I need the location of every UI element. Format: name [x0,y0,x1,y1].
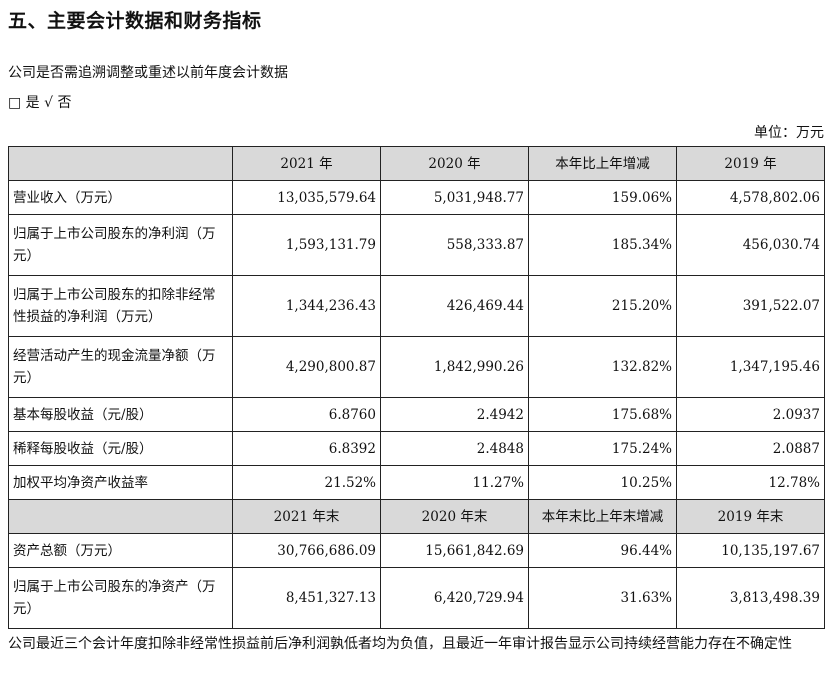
value-cell: 15,661,842.69 [380,533,529,568]
table-row: 营业收入（万元） 13,035,579.64 5,031,948.77 159.… [8,180,825,215]
value-cell: 10,135,197.67 [676,533,825,568]
value-cell: 132.82% [528,336,677,398]
table-row: 基本每股收益（元/股） 6.8760 2.4942 175.68% 2.0937 [8,397,825,432]
value-cell: 175.68% [528,397,677,432]
header-cell: 2020 年末 [380,499,529,534]
value-cell: 185.34% [528,214,677,276]
table-row: 归属于上市公司股东的扣除非经常性损益的净利润（万元） 1,344,236.43 … [8,275,825,337]
value-cell: 1,344,236.43 [232,275,381,337]
value-cell: 215.20% [528,275,677,337]
value-cell: 4,290,800.87 [232,336,381,398]
value-cell: 456,030.74 [676,214,825,276]
value-cell: 1,842,990.26 [380,336,529,398]
row-label: 经营活动产生的现金流量净额（万元） [8,336,233,398]
row-label: 基本每股收益（元/股） [8,397,233,432]
row-label: 营业收入（万元） [8,180,233,215]
value-cell: 3,813,498.39 [676,567,825,629]
value-cell: 12.78% [676,465,825,500]
value-cell: 4,578,802.06 [676,180,825,215]
value-cell: 558,333.87 [380,214,529,276]
value-cell: 10.25% [528,465,677,500]
row-label: 归属于上市公司股东的净利润（万元） [8,214,233,276]
header-cell: 本年比上年增减 [528,146,677,181]
value-cell: 5,031,948.77 [380,180,529,215]
restate-question: 公司是否需追溯调整或重述以前年度会计数据 [8,65,288,81]
table-header-row: 2021 年 2020 年 本年比上年增减 2019 年 [8,146,825,181]
value-cell: 2.0887 [676,431,825,466]
value-cell: 8,451,327.13 [232,567,381,629]
header-cell [8,499,233,534]
section-heading: 五、主要会计数据和财务指标 [8,10,262,32]
header-cell: 2019 年 [676,146,825,181]
header-cell: 2021 年 [232,146,381,181]
table-row: 经营活动产生的现金流量净额（万元） 4,290,800.87 1,842,990… [8,336,825,398]
row-label: 资产总额（万元） [8,533,233,568]
value-cell: 1,347,195.46 [676,336,825,398]
header-cell: 本年末比上年末增减 [528,499,677,534]
row-label: 归属于上市公司股东的净资产（万元） [8,567,233,629]
value-cell: 2.4848 [380,431,529,466]
table-row: 归属于上市公司股东的净资产（万元） 8,451,327.13 6,420,729… [8,567,825,629]
value-cell: 2.0937 [676,397,825,432]
row-label: 归属于上市公司股东的扣除非经常性损益的净利润（万元） [8,275,233,337]
financial-indicators-table: 2021 年 2020 年 本年比上年增减 2019 年 营业收入（万元） 13… [8,146,825,629]
restate-options: □ 是 √ 否 [8,95,72,111]
value-cell: 2.4942 [380,397,529,432]
value-cell: 175.24% [528,431,677,466]
value-cell: 159.06% [528,180,677,215]
unit-label: 单位：万元 [754,125,824,141]
header-cell [8,146,233,181]
table-row: 归属于上市公司股东的净利润（万元） 1,593,131.79 558,333.8… [8,214,825,276]
value-cell: 30,766,686.09 [232,533,381,568]
header-cell: 2020 年 [380,146,529,181]
row-label: 稀释每股收益（元/股） [8,431,233,466]
value-cell: 21.52% [232,465,381,500]
value-cell: 31.63% [528,567,677,629]
value-cell: 6,420,729.94 [380,567,529,629]
table-row: 资产总额（万元） 30,766,686.09 15,661,842.69 96.… [8,533,825,568]
table-row: 稀释每股收益（元/股） 6.8392 2.4848 175.24% 2.0887 [8,431,825,466]
value-cell: 11.27% [380,465,529,500]
value-cell: 426,469.44 [380,275,529,337]
table-header-row: 2021 年末 2020 年末 本年末比上年末增减 2019 年末 [8,499,825,534]
value-cell: 96.44% [528,533,677,568]
value-cell: 6.8392 [232,431,381,466]
value-cell: 391,522.07 [676,275,825,337]
header-cell: 2021 年末 [232,499,381,534]
table-row: 加权平均净资产收益率 21.52% 11.27% 10.25% 12.78% [8,465,825,500]
value-cell: 6.8760 [232,397,381,432]
value-cell: 1,593,131.79 [232,214,381,276]
header-cell: 2019 年末 [676,499,825,534]
row-label: 加权平均净资产收益率 [8,465,233,500]
footnote: 公司最近三个会计年度扣除非经常性损益前后净利润孰低者均为负值，且最近一年审计报告… [8,636,792,652]
value-cell: 13,035,579.64 [232,180,381,215]
